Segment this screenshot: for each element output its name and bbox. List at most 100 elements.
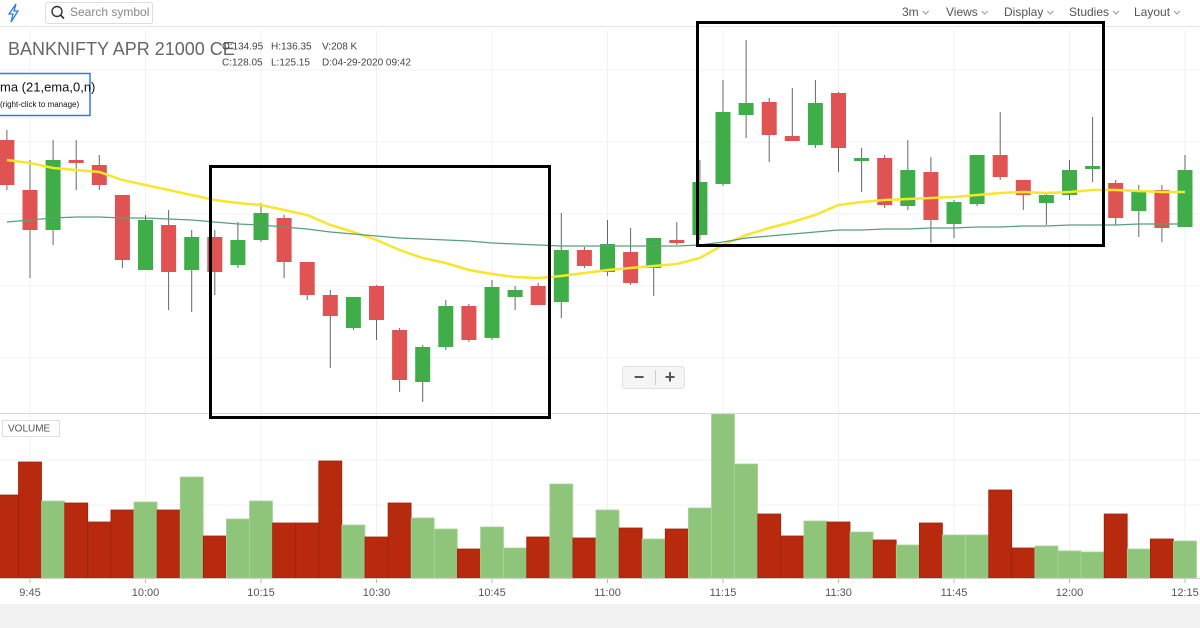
menu-item[interactable]: Views [946, 5, 978, 19]
candle-body [1108, 183, 1124, 218]
stat: V:208 K [322, 42, 358, 53]
stat: D:04-29-2020 09:42 [322, 58, 411, 69]
candle-body [230, 240, 246, 265]
x-tick-label: 9:45 [19, 587, 40, 599]
candle-body [415, 347, 431, 382]
menu-chevron [981, 10, 989, 15]
volume-bar [826, 521, 851, 579]
volume-bar [341, 524, 366, 579]
x-tick-label: 11:30 [825, 587, 852, 599]
indicator-line [6, 216, 1185, 247]
volume-bar [803, 520, 828, 579]
volume-bar [202, 535, 227, 579]
volume-label-box [2, 420, 60, 437]
volume-bar [249, 500, 273, 579]
x-tick-label: 11:45 [941, 587, 968, 599]
menu-chevron [922, 10, 930, 15]
volume-bar [225, 518, 250, 579]
candle-body [184, 237, 200, 270]
volume-bar [734, 463, 758, 579]
x-tick-label: 10:00 [132, 587, 160, 599]
menu-item[interactable]: Display [1004, 5, 1043, 19]
volume-bar [895, 544, 920, 579]
candle-body [738, 103, 754, 115]
candle-body [576, 250, 592, 266]
candle-body [322, 295, 338, 316]
search-placeholder: Search symbol [70, 5, 149, 19]
volume-bar [1057, 550, 1082, 579]
candle-body [91, 165, 107, 185]
volume-bar [133, 501, 158, 579]
logo-icon[interactable] [7, 3, 20, 23]
candle-body [923, 172, 939, 220]
search-box[interactable] [45, 2, 153, 24]
x-tick-label: 10:15 [247, 587, 275, 599]
volume-bar [456, 548, 481, 579]
volume-label: VOLUME [8, 424, 51, 435]
candle-body [345, 297, 361, 328]
volume-bar [410, 517, 435, 579]
candle-body [715, 112, 731, 184]
candle-body [369, 286, 384, 320]
zoom-control [622, 366, 685, 389]
volume-bar [87, 521, 112, 579]
search-icon [51, 5, 63, 18]
candle-body [138, 220, 153, 270]
bottom-strip [0, 604, 1200, 628]
volume-bar [64, 502, 89, 579]
menu-chevron [1173, 10, 1181, 15]
candle-body [692, 182, 708, 235]
candle-body [461, 306, 477, 340]
menu-chevron [1112, 10, 1120, 15]
plot: 9:45 10:00 10:15 10:30 10:45 11:00 11:15 11:30 1… [0, 40, 1200, 599]
volume-bar [156, 509, 181, 579]
volume-bar [919, 522, 943, 579]
candle-body [1131, 190, 1147, 211]
x-tick-label: 10:45 [478, 587, 506, 599]
volume-bar [387, 502, 412, 579]
study-name: ma (21,ema,0,n) [0, 79, 95, 94]
volume-bar [711, 413, 735, 579]
stat: H:136.35 [271, 42, 312, 53]
volume-bar [503, 547, 528, 579]
candle-body [484, 287, 500, 338]
volume-bar [780, 535, 805, 579]
candle-body [669, 240, 685, 243]
candle-body [22, 190, 38, 230]
candle-body [392, 330, 408, 380]
candle-body [438, 306, 454, 347]
menu-item[interactable]: Layout [1134, 5, 1171, 19]
volume-bar [688, 507, 712, 579]
zoom-out[interactable]: − [634, 367, 645, 387]
volume-bar [110, 509, 135, 579]
menu-item[interactable]: Studies [1069, 5, 1109, 19]
study-label-box[interactable] [0, 72, 91, 117]
candle-body [946, 202, 962, 224]
menu-item[interactable]: 3m [902, 5, 919, 19]
volume-bar [849, 531, 874, 579]
stat: O:134.95 [222, 42, 264, 53]
volume-bar [18, 461, 42, 579]
volume-bar [1150, 538, 1174, 579]
volume-bar [41, 500, 65, 579]
candle-body [507, 290, 523, 297]
annotation-box [209, 165, 551, 419]
candle-body [784, 136, 800, 141]
candle-body [1038, 195, 1054, 203]
volume-bar [757, 513, 782, 579]
candle-body [0, 140, 15, 185]
volume-bar [0, 494, 19, 579]
x-tick-label: 12:00 [1056, 587, 1084, 599]
volume-bar [1126, 548, 1151, 579]
candle-body [1177, 170, 1193, 227]
volume-bar [618, 527, 643, 579]
volume-bar [664, 528, 689, 579]
search-icon [59, 14, 65, 20]
candle-body [1085, 166, 1101, 169]
volume-bar [1103, 513, 1128, 579]
menu-chevron [1047, 10, 1054, 15]
annotation-box [696, 21, 1105, 247]
volume-bar [1011, 547, 1036, 579]
zoom-in[interactable]: + [665, 367, 676, 387]
